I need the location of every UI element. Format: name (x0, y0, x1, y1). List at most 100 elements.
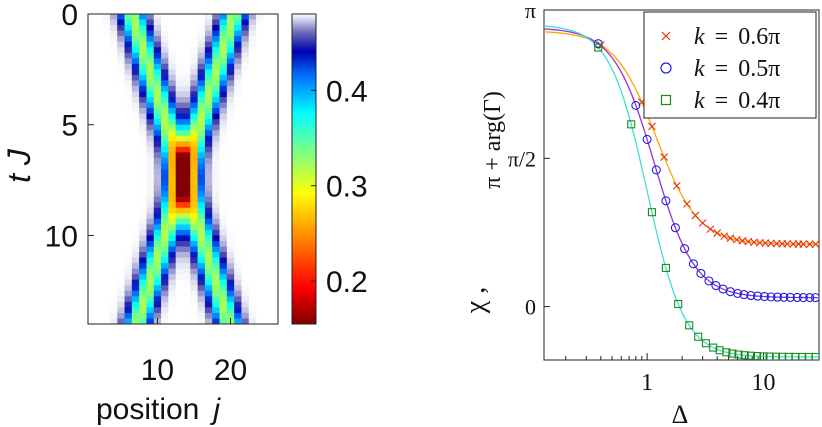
heatmap-cell (219, 213, 228, 220)
plot-y-ticks: 0π/2π (508, 0, 550, 320)
heatmap-cell (226, 74, 235, 81)
data-point-x (811, 240, 819, 249)
heatmap-cell (204, 19, 213, 26)
heatmap-cell (263, 296, 272, 303)
heatmap-cell (226, 180, 235, 187)
heatmap-cell (197, 229, 206, 236)
heatmap-cell (226, 285, 235, 292)
heatmap-cell (131, 180, 140, 187)
heatmap-cell (212, 63, 220, 70)
heatmap-cell (241, 41, 250, 48)
heatmap-cell (183, 318, 191, 325)
heatmap-cell (204, 296, 213, 303)
heatmap-cell (190, 47, 199, 54)
heatmap-cell (219, 113, 228, 120)
heatmap-cell (175, 41, 184, 48)
heatmap-cell (175, 229, 184, 236)
heatmap-cell (102, 240, 111, 247)
heatmap-cell (109, 146, 118, 153)
heatmap-cell (212, 146, 220, 153)
heatmap-cell (102, 124, 111, 131)
heatmap-cell (190, 74, 199, 81)
heatmap-cell (183, 180, 191, 187)
heatmap-cell (263, 130, 272, 137)
heatmap-cell (234, 141, 242, 148)
heatmap-cell (248, 14, 257, 20)
heatmap-cell (139, 174, 147, 181)
heatmap-cell (226, 41, 235, 48)
heatmap-cell (109, 196, 118, 203)
heatmap-cell (234, 80, 242, 87)
heatmap-cell (175, 119, 184, 126)
plot-frame (543, 9, 820, 361)
heatmap-cell (204, 80, 213, 87)
heatmap-cell (117, 157, 125, 164)
heatmap-cell (153, 263, 162, 270)
heatmap-cell (204, 41, 213, 48)
heatmap-cell (190, 169, 199, 175)
legend-marker-circle (660, 62, 672, 74)
heatmap-cell (256, 307, 264, 314)
heatmap-cell (88, 307, 96, 314)
heatmap-cell (88, 174, 96, 181)
heatmap-cell (234, 318, 242, 325)
heatmap-cell (146, 63, 155, 70)
heatmap-cell (241, 252, 250, 258)
heatmap-cell (168, 185, 177, 192)
heatmap-cell (204, 36, 213, 43)
heatmap-cell (153, 130, 162, 137)
heatmap-cell (197, 185, 206, 192)
heatmap-cell (168, 240, 177, 247)
heatmap-cell (88, 252, 96, 258)
heatmap-cell (248, 97, 257, 103)
heatmap-cell (190, 58, 199, 65)
heatmap-cell (219, 80, 228, 87)
heatmap-cell (117, 146, 125, 153)
heatmap-cell (153, 296, 162, 303)
heatmap-cell (124, 58, 133, 65)
heatmap-cell (183, 146, 191, 153)
heatmap-cell (256, 191, 264, 198)
heatmap-cell (161, 108, 169, 115)
heatmap-cell (204, 47, 213, 54)
heatmap-cell (88, 290, 96, 297)
heatmap-cell (219, 157, 228, 164)
heatmap-cell (161, 252, 169, 258)
heatmap-cell (270, 80, 279, 87)
heatmap-y-tick-label: 5 (61, 110, 78, 143)
heatmap-cell (219, 180, 228, 187)
heatmap-cell (183, 25, 191, 32)
heatmap-cell (241, 80, 250, 87)
heatmap-cell (226, 185, 235, 192)
heatmap-cell (139, 91, 147, 98)
heatmap-cell (256, 229, 264, 236)
heatmap-cell (263, 169, 272, 175)
heatmap-cell (190, 69, 199, 76)
heatmap-cell (124, 30, 133, 37)
heatmap-cell (139, 124, 147, 131)
heatmap-cell (234, 257, 242, 264)
heatmap-cell (226, 141, 235, 148)
heatmap-cell (241, 268, 250, 275)
heatmap-cell (197, 196, 206, 203)
heatmap-cell (256, 246, 264, 253)
heatmap-cell (234, 274, 242, 281)
heatmap-cell (139, 41, 147, 48)
heatmap-cell (263, 274, 272, 281)
heatmap-cell (168, 202, 177, 209)
heatmap-cell (263, 152, 272, 159)
heatmap-cell (183, 19, 191, 26)
heatmap-cell (219, 318, 228, 325)
heatmap-cell (263, 146, 272, 153)
heatmap-cell (109, 274, 118, 281)
heatmap-cell (204, 25, 213, 32)
data-point-circle (642, 134, 652, 144)
heatmap-cell (139, 207, 147, 214)
heatmap-cell (153, 124, 162, 131)
heatmap-cell (102, 224, 111, 231)
heatmap-cell (219, 30, 228, 37)
heatmap-cell (88, 97, 96, 103)
heatmap-cell (204, 157, 213, 164)
data-point-square (594, 43, 603, 52)
heatmap-cell (131, 124, 140, 131)
